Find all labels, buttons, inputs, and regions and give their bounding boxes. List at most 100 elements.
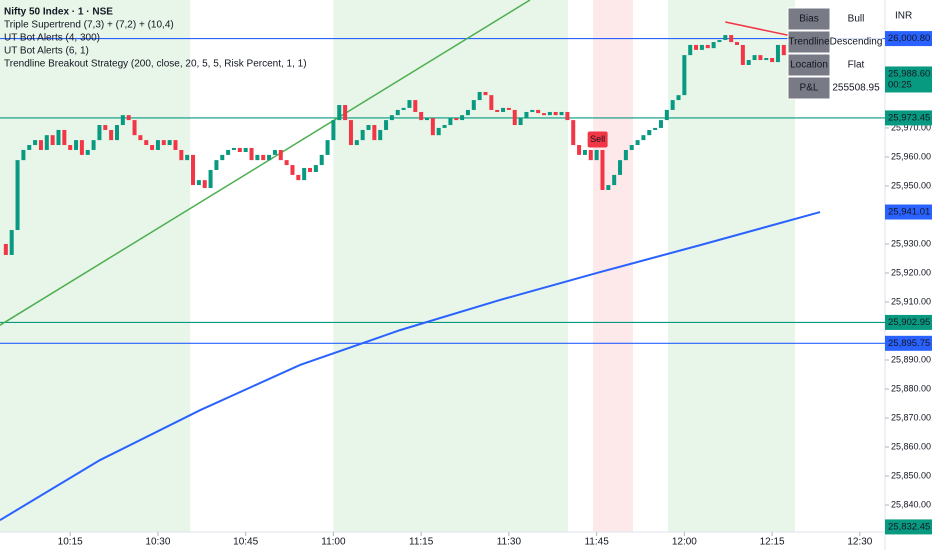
price-label: 25,941.01 xyxy=(888,207,930,218)
candle-body xyxy=(699,44,704,50)
candle-body xyxy=(173,140,178,150)
table-value: Bull xyxy=(848,14,865,25)
table-value-cell xyxy=(829,7,883,31)
candle-body xyxy=(553,111,558,116)
candle-body xyxy=(454,118,459,121)
x-tick-label: 12:15 xyxy=(760,537,785,548)
session-zone xyxy=(333,0,568,532)
x-tick-label: 10:30 xyxy=(145,537,170,548)
price-label: 25,973.45 xyxy=(888,112,930,123)
candle-body xyxy=(21,149,26,161)
candle-body xyxy=(407,100,412,108)
y-tick-label: 25,890.00 xyxy=(891,354,931,364)
candle-body xyxy=(62,129,67,146)
candle-body xyxy=(547,111,552,116)
candle-body xyxy=(717,40,722,43)
candle-body xyxy=(231,147,236,150)
candle-body xyxy=(185,154,190,161)
candle-body xyxy=(670,100,675,110)
candle-body xyxy=(582,149,587,155)
candle-body xyxy=(424,118,429,121)
candle-body xyxy=(313,165,318,173)
candle-body xyxy=(647,129,652,136)
candle-body xyxy=(541,113,546,116)
candle-body xyxy=(460,115,465,121)
candle-body xyxy=(577,145,582,155)
candle-body xyxy=(56,129,61,146)
candle-body xyxy=(711,42,716,49)
candle-body xyxy=(68,145,73,150)
candle-body xyxy=(512,109,517,126)
candle-body xyxy=(261,154,266,161)
table-label: Bias xyxy=(799,14,818,25)
candle-body xyxy=(366,125,371,130)
candle-body xyxy=(74,140,79,150)
candle-body xyxy=(9,230,14,255)
candle-body xyxy=(202,180,207,188)
candle-body xyxy=(38,140,43,150)
candle-body xyxy=(746,60,751,65)
candle-body xyxy=(91,140,96,150)
y-tick-label: 25,950.00 xyxy=(891,180,931,190)
candle-body xyxy=(536,109,541,114)
candle-body xyxy=(132,120,137,136)
candle-body xyxy=(138,135,143,141)
price-label: 25,902.95 xyxy=(888,317,930,328)
candle-body xyxy=(79,140,84,155)
price-countdown: 00:25 xyxy=(888,79,912,90)
candle-body xyxy=(775,44,780,63)
candle-body xyxy=(682,55,687,96)
candle-body xyxy=(161,140,166,146)
candle-body xyxy=(120,115,125,126)
currency: INR xyxy=(895,11,912,22)
candle-body xyxy=(483,91,488,96)
candle-body xyxy=(114,125,119,141)
candle-body xyxy=(618,160,623,175)
candle-body xyxy=(635,140,640,146)
candle-body xyxy=(15,160,20,231)
candle-body xyxy=(676,95,681,101)
y-tick-label: 25,970.00 xyxy=(891,122,931,132)
y-tick-label: 25,840.00 xyxy=(891,499,931,509)
candle-body xyxy=(360,129,365,141)
x-tick-label: 10:45 xyxy=(233,537,258,548)
candle-body xyxy=(401,107,406,110)
candle-body xyxy=(144,140,149,146)
table-value: Flat xyxy=(848,60,865,71)
candle-body xyxy=(226,149,231,155)
candle-body xyxy=(243,147,248,152)
y-tick-label: 25,860.00 xyxy=(891,441,931,451)
candle-body xyxy=(208,169,213,188)
price-label-box xyxy=(885,110,932,126)
price-label: 25,988.60 xyxy=(888,68,930,79)
candle-body xyxy=(278,149,283,161)
candle-body xyxy=(191,154,196,186)
candle-body xyxy=(594,149,599,161)
candle-body xyxy=(448,118,453,126)
candle-body xyxy=(740,44,745,65)
candle-body xyxy=(267,154,272,161)
candle-body xyxy=(495,109,500,112)
table-label: P&L xyxy=(800,83,819,94)
price-label-box xyxy=(885,204,932,220)
overlay-line xyxy=(0,0,531,326)
candle-body xyxy=(389,115,394,121)
candle-body xyxy=(506,107,511,110)
candle-body xyxy=(723,35,728,41)
candle-body xyxy=(150,145,155,150)
candle-body xyxy=(220,154,225,161)
candle-body xyxy=(477,91,482,101)
candle-body xyxy=(781,44,786,56)
indicator-label: UT Bot Alerts (4, 300) xyxy=(4,33,100,44)
candle-body xyxy=(694,44,699,50)
candle-body xyxy=(395,109,400,116)
candle-body xyxy=(571,120,576,146)
candle-body xyxy=(501,107,506,112)
indicator-label: UT Bot Alerts (6, 1) xyxy=(4,46,89,57)
candle-body xyxy=(319,154,324,166)
candle-body xyxy=(729,35,734,43)
price-label-box xyxy=(885,335,932,351)
indicator-label: Triple Supertrend (7,3) + (7,2) + (10,4) xyxy=(4,20,174,31)
indicator-label: Trendline Breakout Strategy (200, close,… xyxy=(4,59,307,70)
